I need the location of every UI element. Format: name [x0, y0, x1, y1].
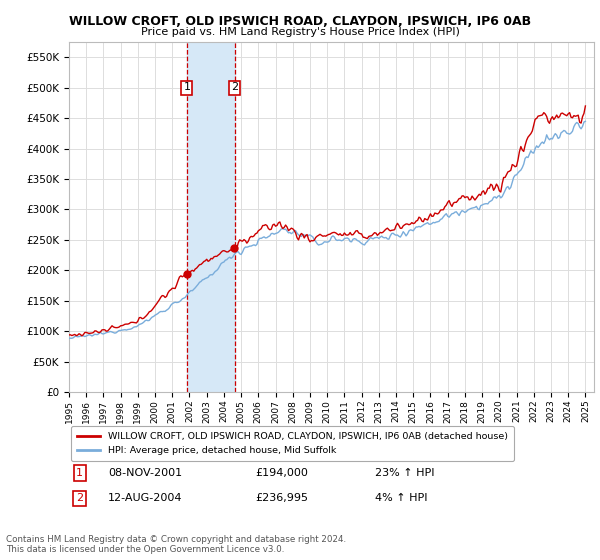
Text: 1: 1 [76, 468, 83, 478]
Text: 4% ↑ HPI: 4% ↑ HPI [375, 493, 427, 503]
Text: £236,995: £236,995 [255, 493, 308, 503]
Text: 12-AUG-2004: 12-AUG-2004 [108, 493, 182, 503]
Text: 08-NOV-2001: 08-NOV-2001 [108, 468, 182, 478]
Text: 2: 2 [76, 493, 83, 503]
Text: 23% ↑ HPI: 23% ↑ HPI [375, 468, 434, 478]
Bar [187, 42, 235, 392]
Text: 1: 1 [184, 82, 190, 92]
Text: £194,000: £194,000 [255, 468, 308, 478]
Text: 2: 2 [231, 82, 238, 92]
Text: Contains HM Land Registry data © Crown copyright and database right 2024.
This d: Contains HM Land Registry data © Crown c… [6, 535, 346, 554]
Legend: WILLOW CROFT, OLD IPSWICH ROAD, CLAYDON, IPSWICH, IP6 0AB (detached house), HPI:: WILLOW CROFT, OLD IPSWICH ROAD, CLAYDON,… [71, 427, 514, 460]
Text: WILLOW CROFT, OLD IPSWICH ROAD, CLAYDON, IPSWICH, IP6 0AB: WILLOW CROFT, OLD IPSWICH ROAD, CLAYDON,… [69, 15, 531, 27]
Text: Price paid vs. HM Land Registry's House Price Index (HPI): Price paid vs. HM Land Registry's House … [140, 27, 460, 37]
